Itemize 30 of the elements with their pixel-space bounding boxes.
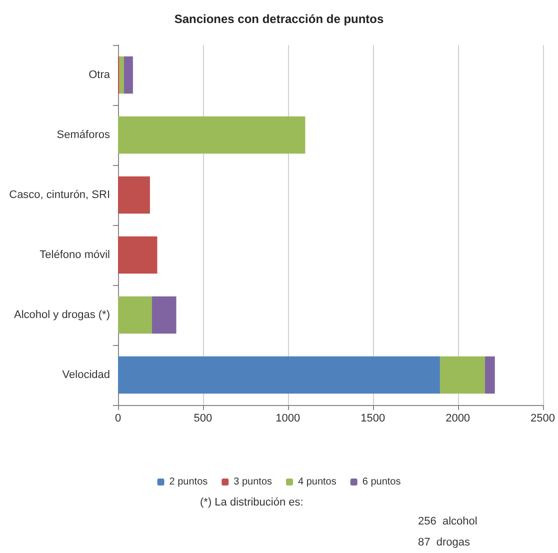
bar xyxy=(118,356,440,394)
legend-label: 6 puntos xyxy=(362,476,401,488)
y-tick-label: Semáforos xyxy=(56,129,110,141)
bar xyxy=(484,356,495,394)
y-tick-label: Otra xyxy=(88,69,111,81)
text: (*) La distribución es: xyxy=(200,496,304,508)
y-tick-label: Casco, cinturón, SRI xyxy=(9,189,110,201)
x-tick-label: 1000 xyxy=(276,412,300,424)
chart-title: Sanciones con detracción de puntos xyxy=(174,12,384,26)
legend-label: 4 puntos xyxy=(298,476,336,488)
bar xyxy=(118,296,152,334)
y-tick-label: Velocidad xyxy=(62,369,110,381)
bar xyxy=(118,116,306,154)
bar xyxy=(152,296,176,334)
text: 256 alcohol xyxy=(418,516,478,528)
x-tick-label: 0 xyxy=(114,412,122,424)
x-tick-label: 2000 xyxy=(446,412,470,424)
bar xyxy=(119,56,124,94)
legend-label: 3 puntos xyxy=(234,476,272,488)
bar xyxy=(440,356,485,394)
y-tick-label: Teléfono móvil xyxy=(40,249,110,261)
bar xyxy=(118,176,150,214)
bar xyxy=(118,236,158,274)
legend-label: 2 puntos xyxy=(169,476,208,488)
y-tick-label: Alcohol y drogas (*) xyxy=(14,309,110,321)
text: 87 drogas xyxy=(418,536,470,548)
x-tick-label: 1500 xyxy=(360,412,386,424)
x-tick-label: 2500 xyxy=(530,412,556,424)
bar xyxy=(124,56,133,94)
x-tick-label: 500 xyxy=(194,412,212,424)
